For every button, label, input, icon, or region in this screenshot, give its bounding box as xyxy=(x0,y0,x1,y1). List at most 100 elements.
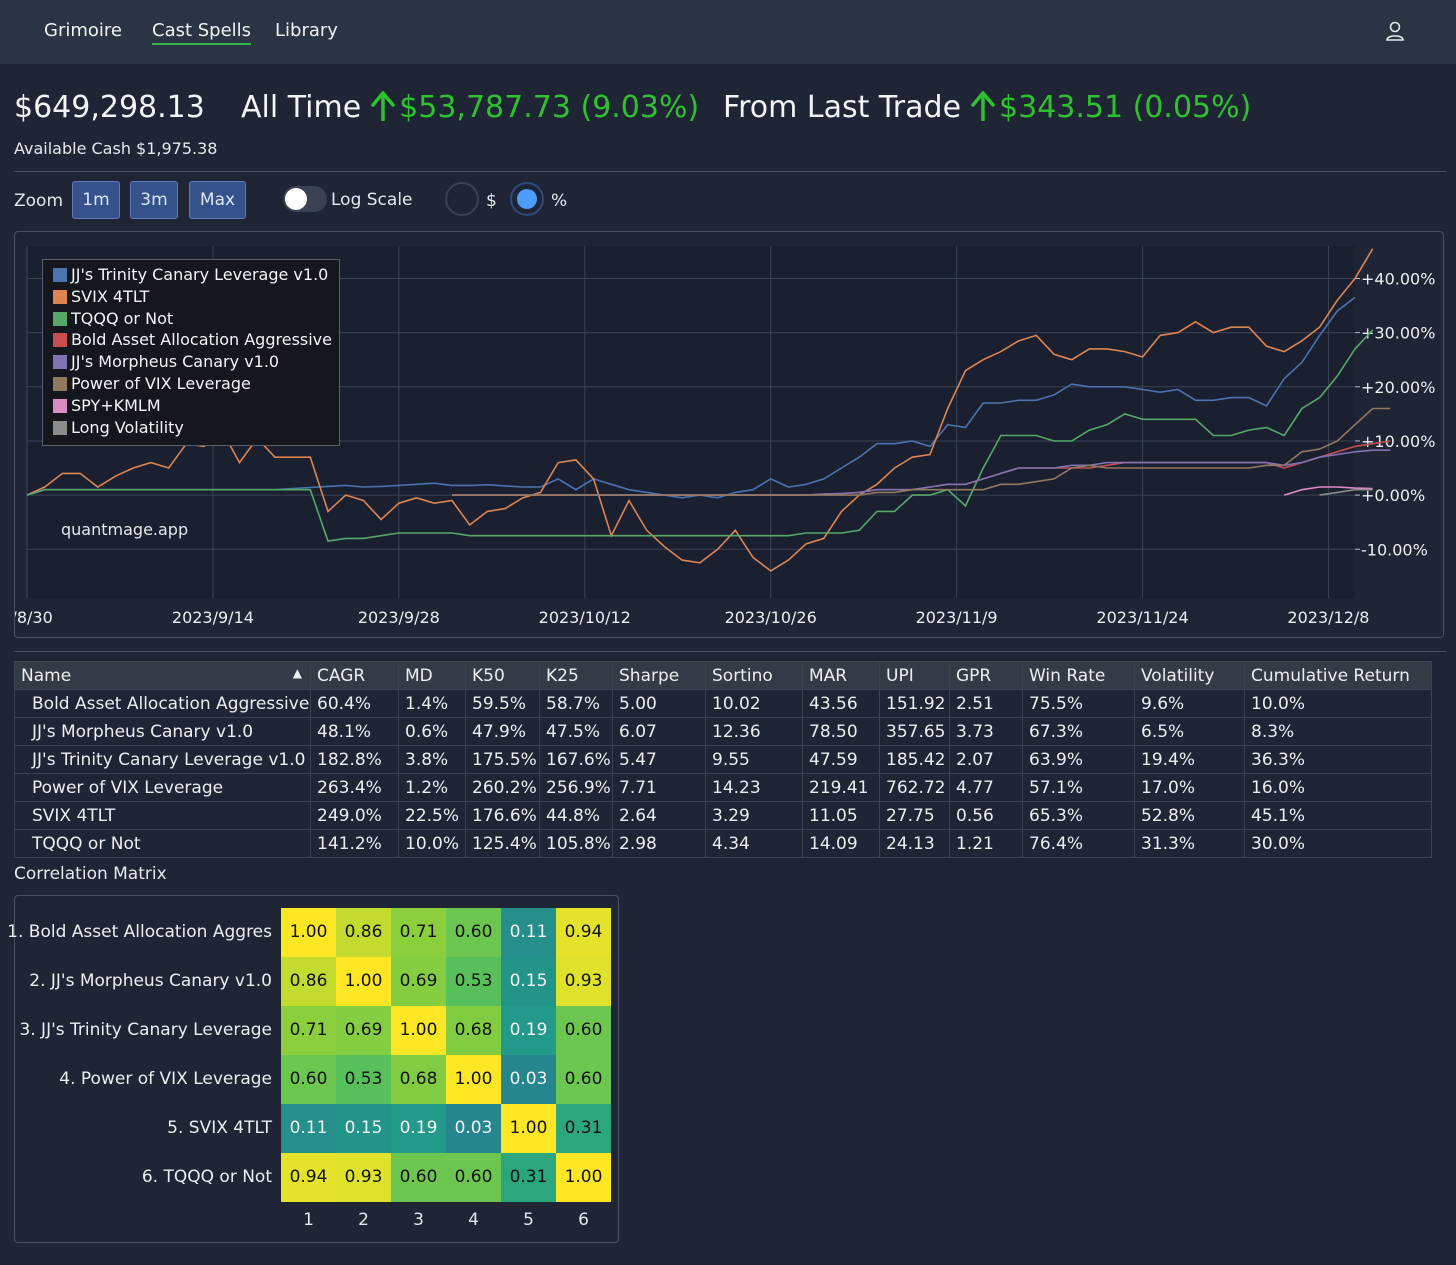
legend-item[interactable]: Bold Asset Allocation Aggressive xyxy=(53,330,332,349)
available-cash: Available Cash $1,975.38 xyxy=(14,139,218,158)
column-header-cumulative-return[interactable]: Cumulative Return xyxy=(1244,661,1432,690)
metric-cell: 167.6% xyxy=(539,745,613,774)
column-header-k25[interactable]: K25 xyxy=(539,661,613,690)
legend-item[interactable]: SVIX 4TLT xyxy=(53,287,149,306)
x-tick-label: 2023/10/26 xyxy=(725,608,817,627)
legend-item[interactable]: JJ's Morpheus Canary v1.0 xyxy=(53,352,279,371)
correlation-col-label: 4 xyxy=(468,1210,479,1230)
metric-cell: 45.1% xyxy=(1244,801,1432,830)
table-row[interactable]: TQQQ or Not 141.2% 10.0% 125.4% 105.8% 2.98 4.… xyxy=(14,829,1432,858)
metric-cell: 24.13 xyxy=(879,829,950,858)
column-header-mar[interactable]: MAR xyxy=(802,661,880,690)
legend-swatch xyxy=(53,311,67,326)
x-tick-label: 2023/9/14 xyxy=(172,608,254,627)
sort-ascending-icon[interactable]: ▲ xyxy=(292,665,302,680)
correlation-cell: 0.68 xyxy=(446,1006,501,1055)
nav-library[interactable]: Library xyxy=(275,20,338,41)
y-tick-label: -10.00% xyxy=(1361,540,1428,559)
column-header-sortino[interactable]: Sortino xyxy=(705,661,803,690)
log-scale-toggle[interactable] xyxy=(283,186,327,212)
correlation-row-label: 1. Bold Asset Allocation Aggres xyxy=(7,922,272,942)
legend-item[interactable]: SPY+KMLM xyxy=(53,396,161,415)
correlation-cell: 0.53 xyxy=(336,1055,391,1104)
legend-label: Power of VIX Leverage xyxy=(71,374,251,393)
zoom-3m-button[interactable]: 3m xyxy=(130,181,178,219)
legend-item[interactable]: JJ's Trinity Canary Leverage v1.0 xyxy=(53,265,328,284)
correlation-row-label: 4. Power of VIX Leverage xyxy=(59,1069,272,1089)
nav-cast-spells[interactable]: Cast Spells xyxy=(152,20,252,45)
table-row[interactable]: JJ's Morpheus Canary v1.0 48.1% 0.6% 47.9% 4… xyxy=(14,717,1432,746)
metric-cell: 60.4% xyxy=(310,689,399,718)
correlation-cell: 0.71 xyxy=(281,1006,336,1055)
legend-item[interactable]: TQQQ or Not xyxy=(53,309,173,328)
x-tick-label: 2023/11/24 xyxy=(1096,608,1188,627)
metric-cell: 4.77 xyxy=(949,773,1023,802)
column-header-label: Win Rate xyxy=(1029,665,1106,686)
correlation-col-label: 1 xyxy=(303,1210,314,1230)
divider xyxy=(14,171,1446,172)
strategy-name-cell: JJ's Morpheus Canary v1.0 xyxy=(14,717,311,746)
metric-cell: 44.8% xyxy=(539,801,613,830)
table-row[interactable]: SVIX 4TLT 249.0% 22.5% 176.6% 44.8% 2.64 3.29 1… xyxy=(14,801,1432,830)
metric-cell: 16.0% xyxy=(1244,773,1432,802)
metric-cell: 78.50 xyxy=(802,717,880,746)
metric-cell: 2.64 xyxy=(612,801,706,830)
legend-swatch xyxy=(53,377,67,391)
y-tick-label: +0.00% xyxy=(1361,486,1425,505)
all-time-stat: All Time $53,787.73 (9.03%) xyxy=(241,90,699,125)
metric-cell: 31.3% xyxy=(1134,829,1245,858)
metric-cell: 67.3% xyxy=(1022,717,1135,746)
column-header-volatility[interactable]: Volatility xyxy=(1134,661,1245,690)
legend-item[interactable]: Long Volatility xyxy=(53,418,184,437)
zoom-max-button[interactable]: Max xyxy=(189,181,246,219)
percent-radio[interactable] xyxy=(510,182,544,216)
last-trade-label: From Last Trade xyxy=(723,90,962,125)
column-header-upi[interactable]: UPI xyxy=(879,661,950,690)
column-header-k50[interactable]: K50 xyxy=(465,661,540,690)
column-header-sharpe[interactable]: Sharpe xyxy=(612,661,706,690)
column-header-name[interactable]: Name ▲ xyxy=(14,661,311,690)
table-row[interactable]: Bold Asset Allocation Aggressive 60.4% 1.4… xyxy=(14,689,1432,718)
x-tick-label: 2023/12/8 xyxy=(1287,608,1369,627)
metric-cell: 3.73 xyxy=(949,717,1023,746)
table-row[interactable]: JJ's Trinity Canary Leverage v1.0 182.8% 3… xyxy=(14,745,1432,774)
metric-cell: 0.56 xyxy=(949,801,1023,830)
dollar-radio[interactable] xyxy=(445,182,479,216)
metric-cell: 17.0% xyxy=(1134,773,1245,802)
legend-label: SVIX 4TLT xyxy=(71,286,150,306)
metric-cell: 63.9% xyxy=(1022,745,1135,774)
correlation-col-label: 6 xyxy=(578,1210,589,1230)
legend-item[interactable]: Power of VIX Leverage xyxy=(53,374,251,393)
column-header-cagr[interactable]: CAGR xyxy=(310,661,399,690)
correlation-cell: 1.00 xyxy=(391,1006,446,1055)
legend-swatch xyxy=(53,355,67,370)
correlation-cell: 0.03 xyxy=(446,1104,501,1153)
legend-label: JJ's Trinity Canary Leverage v1.0 xyxy=(71,265,329,284)
column-header-label: K50 xyxy=(472,665,505,686)
metric-cell: 58.7% xyxy=(539,689,613,718)
metric-cell: 176.6% xyxy=(465,801,540,830)
series-line-6 xyxy=(452,407,1391,496)
nav-grimoire[interactable]: Grimoire xyxy=(44,20,122,41)
metric-cell: 4.34 xyxy=(705,829,803,858)
legend-swatch xyxy=(53,333,67,348)
correlation-col-label: 3 xyxy=(413,1210,424,1230)
metric-cell: 10.02 xyxy=(705,689,803,718)
column-header-label: Volatility xyxy=(1141,665,1215,686)
correlation-cell: 0.68 xyxy=(391,1055,446,1104)
column-header-md[interactable]: MD xyxy=(398,661,466,690)
column-header-gpr[interactable]: GPR xyxy=(949,661,1023,690)
y-tick-label: +10.00% xyxy=(1361,432,1435,451)
user-icon[interactable] xyxy=(1384,20,1406,42)
arrow-up-icon xyxy=(971,91,995,121)
correlation-row-label: 5. SVIX 4TLT xyxy=(167,1118,272,1138)
column-header-win-rate[interactable]: Win Rate xyxy=(1022,661,1135,690)
zoom-1m-button[interactable]: 1m xyxy=(72,181,120,219)
metric-cell: 1.2% xyxy=(398,773,466,802)
correlation-cell: 0.71 xyxy=(391,908,446,957)
metric-cell: 249.0% xyxy=(310,801,399,830)
metric-cell: 175.5% xyxy=(465,745,540,774)
table-row[interactable]: Power of VIX Leverage 263.4% 1.2% 260.2% 256… xyxy=(14,773,1432,802)
x-tick-label: 2023/10/12 xyxy=(539,608,631,627)
correlation-row-label: 6. TQQQ or Not xyxy=(141,1167,272,1187)
